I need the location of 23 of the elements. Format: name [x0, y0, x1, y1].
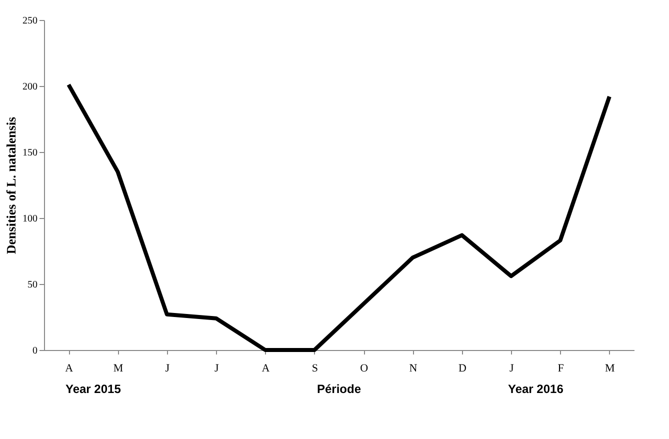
x-tick-label: D [458, 362, 466, 374]
x-tick-label: S [312, 362, 318, 374]
x-tick-label: M [605, 362, 616, 374]
x-tick-label: J [214, 362, 220, 374]
x-tick-label: O [360, 362, 368, 374]
y-tick-label: 50 [28, 280, 38, 290]
x-tick-label: N [409, 362, 418, 374]
y-tick-label: 0 [32, 346, 38, 356]
y-tick-label: 250 [22, 16, 38, 26]
text: Year 2016 [508, 382, 564, 396]
x-tick-label: A [65, 362, 74, 374]
y-tick-label: 150 [22, 148, 38, 158]
line-series [66, 82, 612, 352]
x-tick-label: J [165, 362, 170, 374]
x-axis-title: Période [316, 382, 362, 396]
y-tick-label: 100 [22, 214, 38, 224]
y-tick-label: 200 [22, 82, 38, 92]
x-tick-label: J [509, 362, 514, 374]
text: Year 2015 [65, 382, 122, 396]
x-tick-label: A [262, 362, 270, 374]
x-tick-label: F [558, 362, 564, 374]
x-tick-label: M [113, 362, 124, 374]
y-axis-title: Densities of L. natalensis [4, 116, 18, 254]
